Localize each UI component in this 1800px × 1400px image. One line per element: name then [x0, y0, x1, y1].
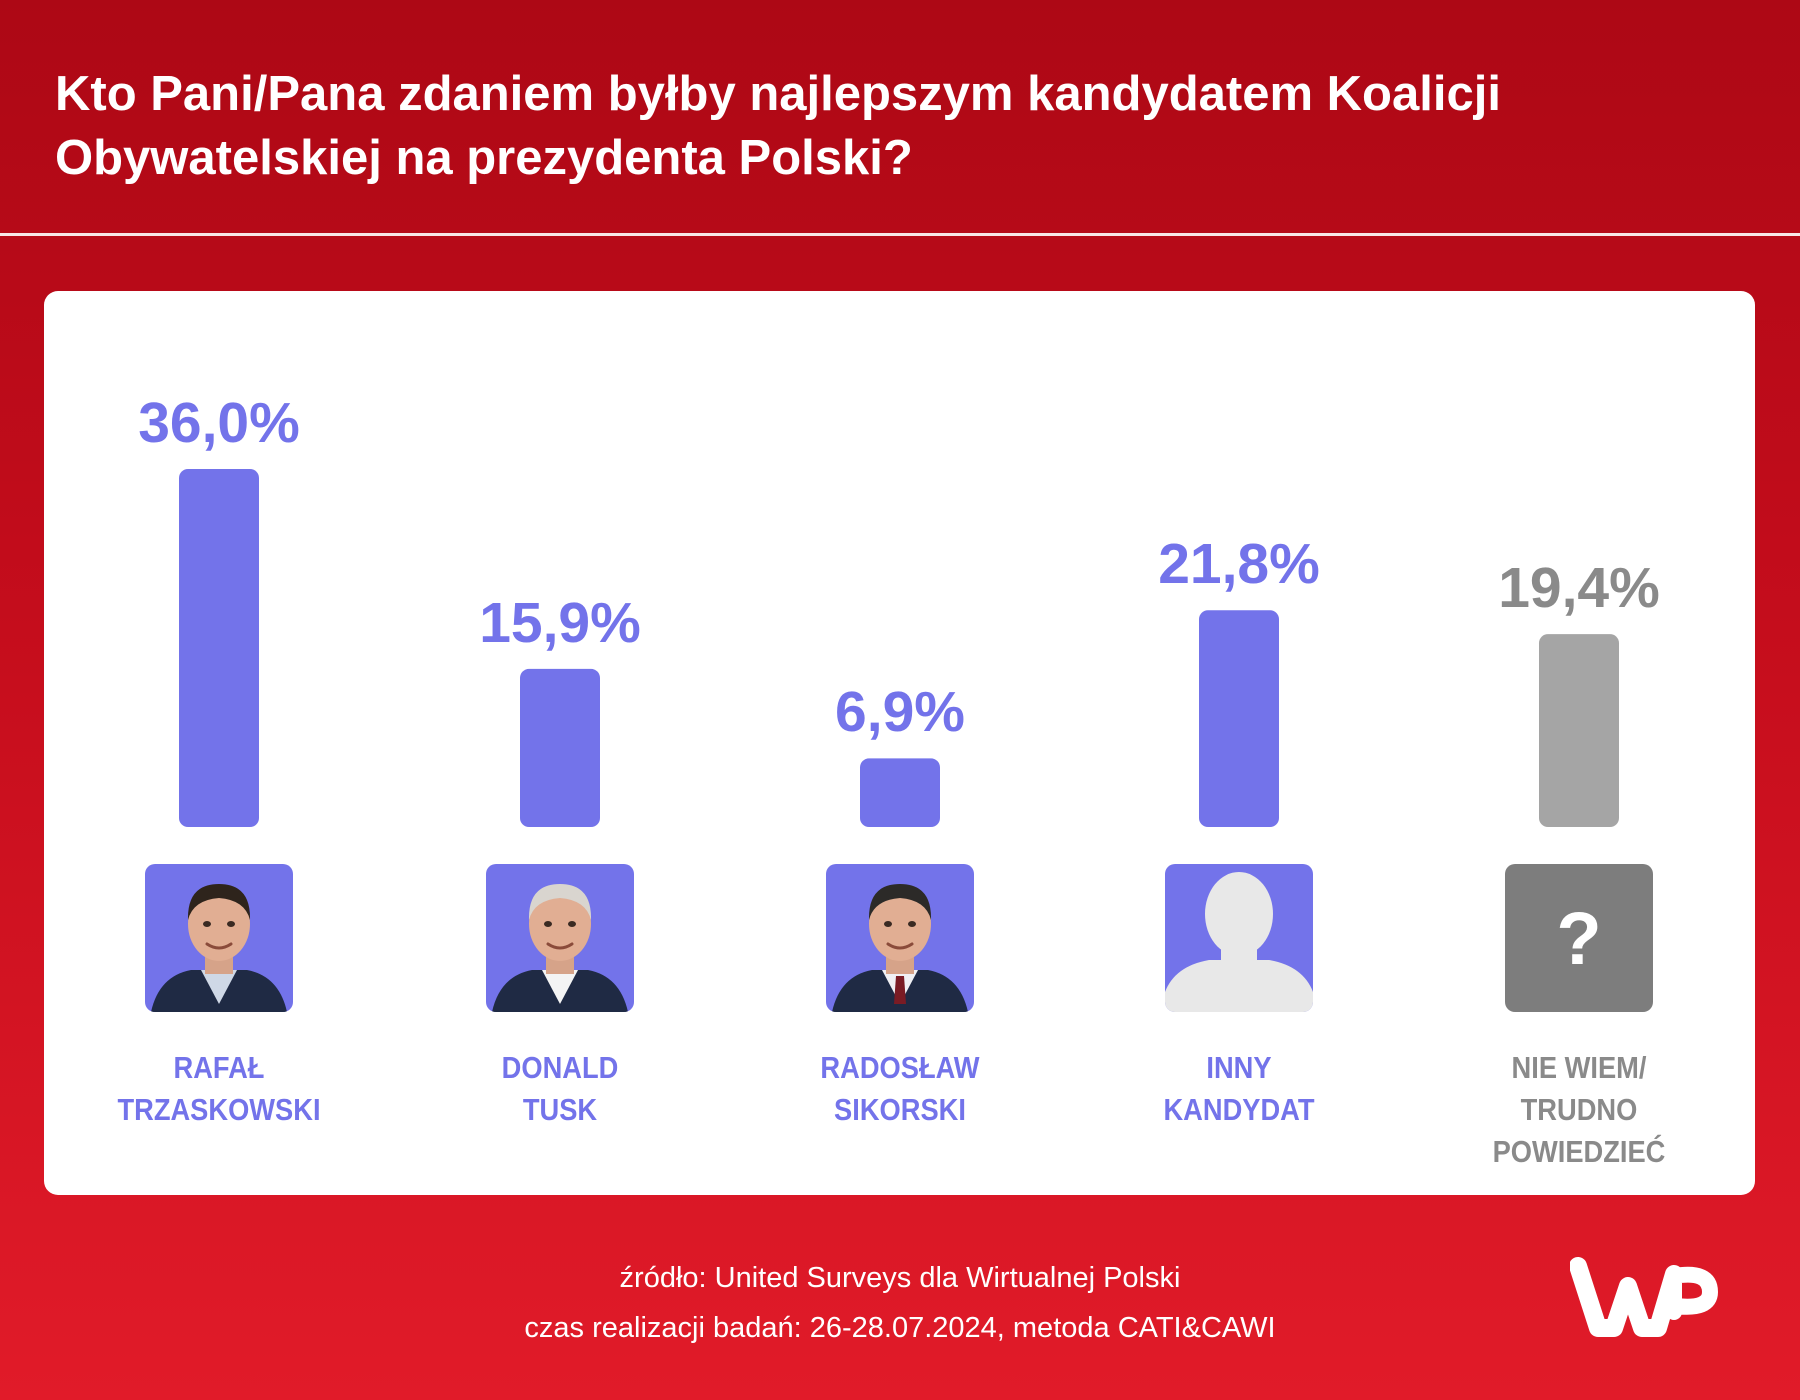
svg-text:?: ?: [1556, 897, 1601, 980]
category-label-line: TRZASKOWSKI: [117, 1092, 321, 1127]
category-label-line: TUSK: [522, 1092, 598, 1127]
value-label-inny-kandydat: 21,8%: [1158, 532, 1320, 597]
bar-chart: [179, 469, 1619, 827]
category-label-line: DONALD: [501, 1050, 619, 1085]
category-label-line: KANDYDAT: [1163, 1092, 1315, 1127]
photo-sikorski: [826, 864, 974, 1012]
category-label-line: RAFAŁ: [173, 1050, 265, 1085]
category-label-line: POWIEDZIEĆ: [1492, 1134, 1666, 1169]
wp-logo: [1570, 1257, 1718, 1337]
bar-rados-aw-sikorski: [860, 758, 940, 827]
chart-title: Kto Pani/Pana zdaniem byłby najlepszym k…: [55, 67, 1501, 185]
question-mark-icon: ?: [1505, 864, 1653, 1012]
value-label-nie-wiem-trudno-powiedzie: 19,4%: [1498, 556, 1660, 621]
photo-tusk: [486, 864, 634, 1012]
category-label-rafa-trzaskowski: RAFAŁ TRZASKOWSKI: [87, 1047, 351, 1131]
source-note: źródło: United Surveys dla Wirtualnej Po…: [619, 1262, 1181, 1294]
category-label-line: SIKORSKI: [834, 1092, 966, 1127]
chart-panel: 36,0% RAFAŁ TRZASKOWSKI 15,9% DONALD TUSK 6,9%…: [44, 291, 1755, 1195]
category-label-line: INNY: [1206, 1050, 1272, 1085]
category-label-inny-kandydat: INNY KANDYDAT: [1107, 1047, 1371, 1131]
value-label-donald-tusk: 15,9%: [479, 590, 641, 655]
bar-donald-tusk: [520, 668, 600, 827]
category-label-donald-tusk: DONALD TUSK: [428, 1047, 692, 1131]
category-label-rados-aw-sikorski: RADOSŁAW SIKORSKI: [768, 1047, 1032, 1131]
survey-timing-note: czas realizacji badań: 26-28.07.2024, me…: [524, 1312, 1276, 1344]
value-label-rafa-trzaskowski: 36,0%: [138, 391, 300, 455]
title-divider: [0, 233, 1800, 236]
category-label-line: TRUDNO: [1520, 1092, 1638, 1127]
value-label-rados-aw-sikorski: 6,9%: [835, 680, 965, 745]
category-label-line: RADOSŁAW: [820, 1050, 980, 1085]
category-label-line: NIE WIEM/: [1511, 1050, 1647, 1085]
category-label-nie-wiem-trudno-powiedzie: NIE WIEM/TRUDNO POWIEDZIEĆ: [1447, 1047, 1711, 1173]
bar-nie-wiem-trudno-powiedzie: [1539, 634, 1619, 827]
bar-inny-kandydat: [1199, 610, 1279, 827]
bar-rafa-trzaskowski: [179, 469, 259, 827]
photo-trzaskowski: [145, 864, 293, 1012]
person-silhouette-icon: [1165, 864, 1313, 1012]
